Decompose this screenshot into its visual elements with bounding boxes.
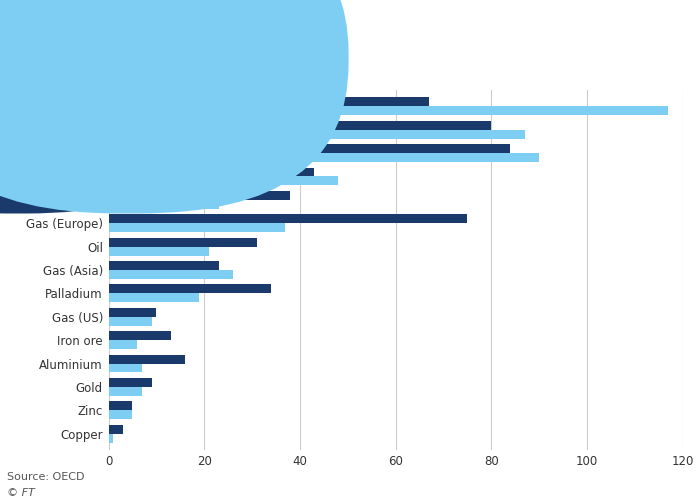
Bar [108, 425, 123, 434]
Bar [108, 340, 137, 349]
Bar [108, 364, 142, 372]
Bar [108, 200, 218, 209]
Bar [108, 270, 233, 279]
Bar [108, 98, 429, 106]
Bar [108, 191, 290, 200]
Text: On Mar 15: On Mar 15 [142, 51, 207, 64]
Text: Source: OECD: Source: OECD [7, 472, 85, 482]
Bar [108, 434, 113, 442]
Bar [108, 308, 156, 317]
Bar [108, 317, 152, 326]
Bar [108, 144, 510, 153]
Bar [108, 294, 200, 302]
Bar [108, 284, 271, 294]
Text: On Feb 24: On Feb 24 [30, 51, 94, 64]
Bar [108, 238, 257, 246]
Bar [108, 261, 218, 270]
Bar [108, 121, 491, 130]
Text: % change from January 2022 average: % change from January 2022 average [7, 20, 286, 35]
Bar [108, 410, 132, 419]
Bar [108, 176, 338, 186]
Bar [108, 378, 152, 387]
Bar [108, 402, 132, 410]
Text: © FT: © FT [7, 488, 35, 498]
Bar [108, 214, 468, 223]
Bar [108, 168, 314, 176]
Bar [108, 387, 142, 396]
Bar [108, 223, 286, 232]
Bar [108, 130, 525, 138]
Bar [108, 153, 539, 162]
Bar [108, 106, 668, 115]
Bar [108, 354, 185, 364]
Bar [108, 246, 209, 256]
Bar [108, 331, 171, 340]
